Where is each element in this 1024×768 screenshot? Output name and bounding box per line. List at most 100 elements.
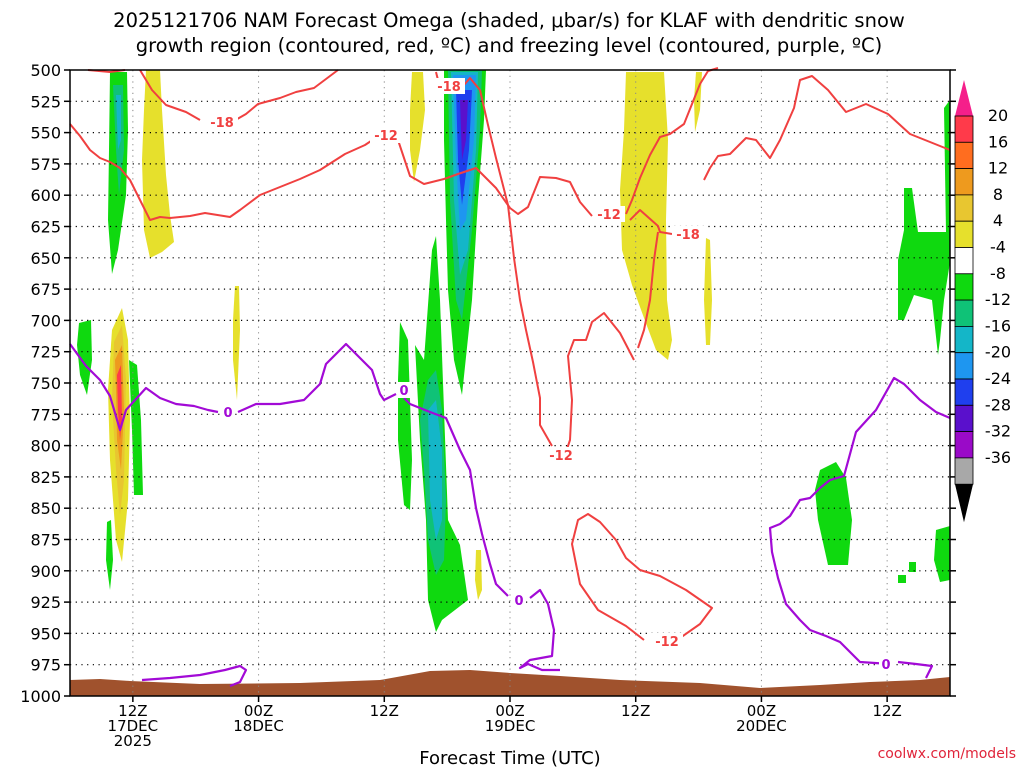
credit-text: coolwx.com/models (878, 746, 1016, 762)
y-tick-label: 500 (30, 61, 61, 80)
omega-region (815, 462, 852, 565)
y-tick-label: 875 (30, 531, 61, 550)
y-tick-label: 725 (30, 343, 61, 362)
colorbar-label: -24 (985, 369, 1011, 388)
contour-dgz (563, 312, 635, 459)
y-tick-label: 950 (30, 624, 61, 643)
contour-dgz (637, 231, 659, 349)
omega-region (398, 322, 412, 510)
terrain-surface (70, 670, 950, 696)
y-tick-label: 975 (30, 656, 61, 675)
colorbar-swatch (954, 273, 974, 301)
colorbar-bottom-arrow (955, 484, 973, 523)
y-tick-label: 650 (30, 249, 61, 268)
colorbar-label: 20 (988, 106, 1008, 125)
contour-dgz (629, 209, 673, 235)
colorbar-swatch (954, 457, 974, 485)
contour-label-bg (593, 206, 625, 222)
y-tick-label: 900 (30, 562, 61, 581)
colorbar-label: 4 (993, 211, 1003, 230)
contour-dgz (703, 75, 951, 181)
contour-label-dgz: -12 (655, 635, 679, 650)
x-tick-label: 00Z (747, 702, 776, 720)
x-tick-label: 17DEC (108, 717, 159, 735)
y-tick-label: 825 (30, 468, 61, 487)
omega-region (934, 526, 950, 582)
contour-dgz (571, 513, 713, 641)
omega-shading (77, 70, 950, 632)
y-tick-label: 625 (30, 218, 61, 237)
contour-dgz (231, 69, 339, 123)
y-tick-label: 575 (30, 155, 61, 174)
y-axis: 500 525 550 575 600 625 650 675 700 725 750 775 800 8… (20, 61, 956, 706)
contour-dgz (395, 133, 593, 217)
omega-region (117, 365, 122, 440)
colorbar-label: 8 (993, 185, 1003, 204)
x-tick-label: 12Z (118, 702, 147, 720)
contour-label-bg (206, 114, 238, 130)
y-tick-label: 800 (30, 437, 61, 456)
omega-region (233, 286, 240, 400)
colorbar-label: -16 (985, 316, 1011, 335)
y-tick-label: 600 (30, 186, 61, 205)
x-tick-label: 12Z (872, 702, 901, 720)
omega-region (77, 320, 92, 395)
colorbar-label: -20 (985, 343, 1011, 362)
y-tick-label: 525 (30, 92, 61, 111)
contour-dgz (625, 67, 719, 215)
omega-region (909, 562, 916, 572)
contour-label-freezing: 0 (881, 658, 890, 673)
y-tick-label: 750 (30, 374, 61, 393)
contour-label-dgz: -18 (676, 228, 700, 243)
contour-label-bg (512, 592, 526, 608)
contour-label-bg (221, 404, 235, 420)
colorbar-swatch (954, 194, 974, 222)
terrain-fill (70, 670, 950, 696)
x-axis-label: Forecast Time (UTC) (419, 748, 600, 768)
omega-region (106, 520, 113, 590)
colorbar-label: -28 (985, 395, 1011, 414)
colorbar-swatch (954, 404, 974, 432)
contour-dgz (463, 77, 553, 447)
omega-region (116, 95, 121, 150)
contour-freezing-level (897, 660, 934, 679)
omega-region (898, 188, 950, 355)
contour-label-bg (651, 633, 683, 649)
contour-label-dgz: -12 (549, 449, 573, 464)
colorbar-swatch (954, 431, 974, 459)
contour-label-freezing: 0 (223, 406, 232, 421)
omega-region (475, 550, 482, 600)
colorbar-label: -32 (985, 422, 1011, 441)
y-tick-label: 675 (30, 280, 61, 299)
contour-label-bg (879, 656, 893, 672)
x-tick-label: 19DEC (485, 717, 536, 735)
contour-labels: -18 -12 -18 -12 -18 -12 -12 0 0 0 0 (206, 78, 893, 673)
contour-label-dgz: -18 (437, 80, 461, 95)
contour-label-dgz: -12 (597, 208, 621, 223)
colorbar-swatch (954, 141, 974, 170)
omega-region (898, 575, 906, 583)
colorbar-swatch (954, 352, 974, 380)
chart-title-line1: 2025121706 NAM Forecast Omega (shaded, μ… (113, 9, 905, 32)
x-tick-label: 12Z (370, 702, 399, 720)
contour-label-dgz: -12 (374, 129, 398, 144)
x-tick-label: 00Z (495, 702, 524, 720)
omega-region (460, 100, 468, 160)
x-tick-label: 2025 (114, 732, 152, 750)
colorbar-swatch (954, 299, 974, 327)
contour-lines (69, 67, 951, 688)
colorbar-label: -4 (990, 238, 1006, 257)
y-tick-label: 850 (30, 499, 61, 518)
x-tick-label: 20DEC (736, 717, 787, 735)
y-tick-label: 700 (30, 311, 61, 330)
contour-label-bg (397, 382, 411, 398)
contour-freezing-level (237, 342, 397, 414)
contour-dgz (69, 123, 381, 221)
omega-region (694, 72, 702, 132)
colorbar-swatch (954, 325, 974, 354)
omega-region (428, 400, 442, 540)
colorbar-label: -12 (985, 290, 1011, 309)
x-tick-label: 00Z (244, 702, 273, 720)
